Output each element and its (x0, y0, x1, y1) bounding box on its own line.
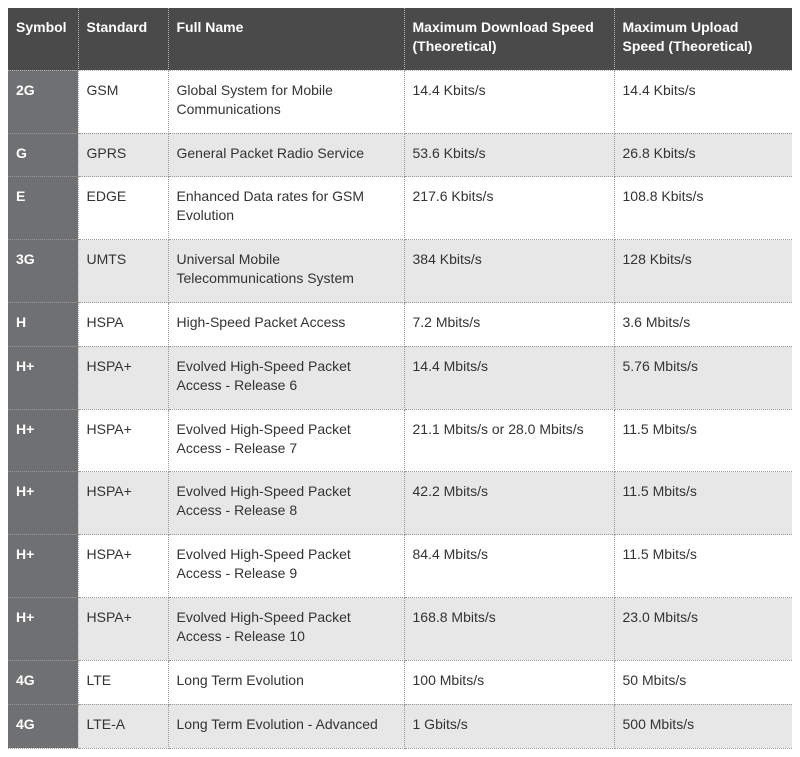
table-row: H HSPA High-Speed Packet Access 7.2 Mbit… (8, 303, 792, 347)
cell-standard: HSPA+ (78, 409, 168, 472)
cell-symbol: 3G (8, 240, 78, 303)
cell-upload: 50 Mbits/s (614, 660, 792, 704)
cell-standard: LTE-A (78, 704, 168, 748)
cell-download: 1 Gbits/s (404, 704, 614, 748)
table-row: H+ HSPA+ Evolved High-Speed Packet Acces… (8, 598, 792, 661)
cell-download: 14.4 Mbits/s (404, 346, 614, 409)
cell-symbol: 4G (8, 660, 78, 704)
cell-symbol: 2G (8, 70, 78, 133)
cell-symbol: E (8, 177, 78, 240)
table-row: G GPRS General Packet Radio Service 53.6… (8, 133, 792, 177)
cell-fullname: Long Term Evolution - Advanced (168, 704, 404, 748)
cell-download: 84.4 Mbits/s (404, 535, 614, 598)
cell-fullname: Evolved High-Speed Packet Access - Relea… (168, 472, 404, 535)
cell-fullname: High-Speed Packet Access (168, 303, 404, 347)
cell-download: 7.2 Mbits/s (404, 303, 614, 347)
cell-symbol: H+ (8, 346, 78, 409)
cell-symbol: G (8, 133, 78, 177)
cell-upload: 11.5 Mbits/s (614, 472, 792, 535)
table-row: 4G LTE-A Long Term Evolution - Advanced … (8, 704, 792, 748)
cell-upload: 5.76 Mbits/s (614, 346, 792, 409)
cell-download: 53.6 Kbits/s (404, 133, 614, 177)
col-header-upload: Maximum Upload Speed (Theoretical) (614, 8, 792, 70)
cell-fullname: Evolved High-Speed Packet Access - Relea… (168, 598, 404, 661)
cell-fullname: Evolved High-Speed Packet Access - Relea… (168, 409, 404, 472)
cell-standard: HSPA+ (78, 535, 168, 598)
table-row: H+ HSPA+ Evolved High-Speed Packet Acces… (8, 346, 792, 409)
cell-download: 100 Mbits/s (404, 660, 614, 704)
cell-upload: 128 Kbits/s (614, 240, 792, 303)
cell-standard: LTE (78, 660, 168, 704)
cell-fullname: General Packet Radio Service (168, 133, 404, 177)
table-row: 2G GSM Global System for Mobile Communic… (8, 70, 792, 133)
table-row: 3G UMTS Universal Mobile Telecommunicati… (8, 240, 792, 303)
cell-fullname: Evolved High-Speed Packet Access - Relea… (168, 346, 404, 409)
cell-fullname: Long Term Evolution (168, 660, 404, 704)
col-header-symbol: Symbol (8, 8, 78, 70)
cell-download: 42.2 Mbits/s (404, 472, 614, 535)
table-row: E EDGE Enhanced Data rates for GSM Evolu… (8, 177, 792, 240)
cell-symbol: H+ (8, 535, 78, 598)
table-body: 2G GSM Global System for Mobile Communic… (8, 70, 792, 748)
cell-fullname: Evolved High-Speed Packet Access - Relea… (168, 535, 404, 598)
cell-upload: 11.5 Mbits/s (614, 409, 792, 472)
cell-symbol: H+ (8, 409, 78, 472)
cell-fullname: Universal Mobile Telecommunications Syst… (168, 240, 404, 303)
cell-symbol: H (8, 303, 78, 347)
cell-symbol: H+ (8, 598, 78, 661)
cell-fullname: Enhanced Data rates for GSM Evolution (168, 177, 404, 240)
mobile-standards-table: Symbol Standard Full Name Maximum Downlo… (8, 8, 792, 749)
cell-standard: HSPA (78, 303, 168, 347)
cell-upload: 3.6 Mbits/s (614, 303, 792, 347)
cell-standard: EDGE (78, 177, 168, 240)
cell-upload: 500 Mbits/s (614, 704, 792, 748)
col-header-download: Maximum Download Speed (Theoretical) (404, 8, 614, 70)
cell-fullname: Global System for Mobile Communications (168, 70, 404, 133)
cell-upload: 23.0 Mbits/s (614, 598, 792, 661)
cell-standard: HSPA+ (78, 346, 168, 409)
cell-symbol: H+ (8, 472, 78, 535)
cell-upload: 11.5 Mbits/s (614, 535, 792, 598)
table-row: H+ HSPA+ Evolved High-Speed Packet Acces… (8, 472, 792, 535)
table-row: H+ HSPA+ Evolved High-Speed Packet Acces… (8, 409, 792, 472)
cell-download: 384 Kbits/s (404, 240, 614, 303)
cell-download: 21.1 Mbits/s or 28.0 Mbits/s (404, 409, 614, 472)
cell-download: 217.6 Kbits/s (404, 177, 614, 240)
cell-symbol: 4G (8, 704, 78, 748)
cell-standard: GPRS (78, 133, 168, 177)
cell-standard: GSM (78, 70, 168, 133)
cell-download: 14.4 Kbits/s (404, 70, 614, 133)
table-header-row: Symbol Standard Full Name Maximum Downlo… (8, 8, 792, 70)
cell-upload: 26.8 Kbits/s (614, 133, 792, 177)
table-row: H+ HSPA+ Evolved High-Speed Packet Acces… (8, 535, 792, 598)
cell-standard: HSPA+ (78, 598, 168, 661)
cell-standard: HSPA+ (78, 472, 168, 535)
col-header-fullname: Full Name (168, 8, 404, 70)
cell-upload: 108.8 Kbits/s (614, 177, 792, 240)
table-row: 4G LTE Long Term Evolution 100 Mbits/s 5… (8, 660, 792, 704)
cell-download: 168.8 Mbits/s (404, 598, 614, 661)
cell-standard: UMTS (78, 240, 168, 303)
cell-upload: 14.4 Kbits/s (614, 70, 792, 133)
col-header-standard: Standard (78, 8, 168, 70)
